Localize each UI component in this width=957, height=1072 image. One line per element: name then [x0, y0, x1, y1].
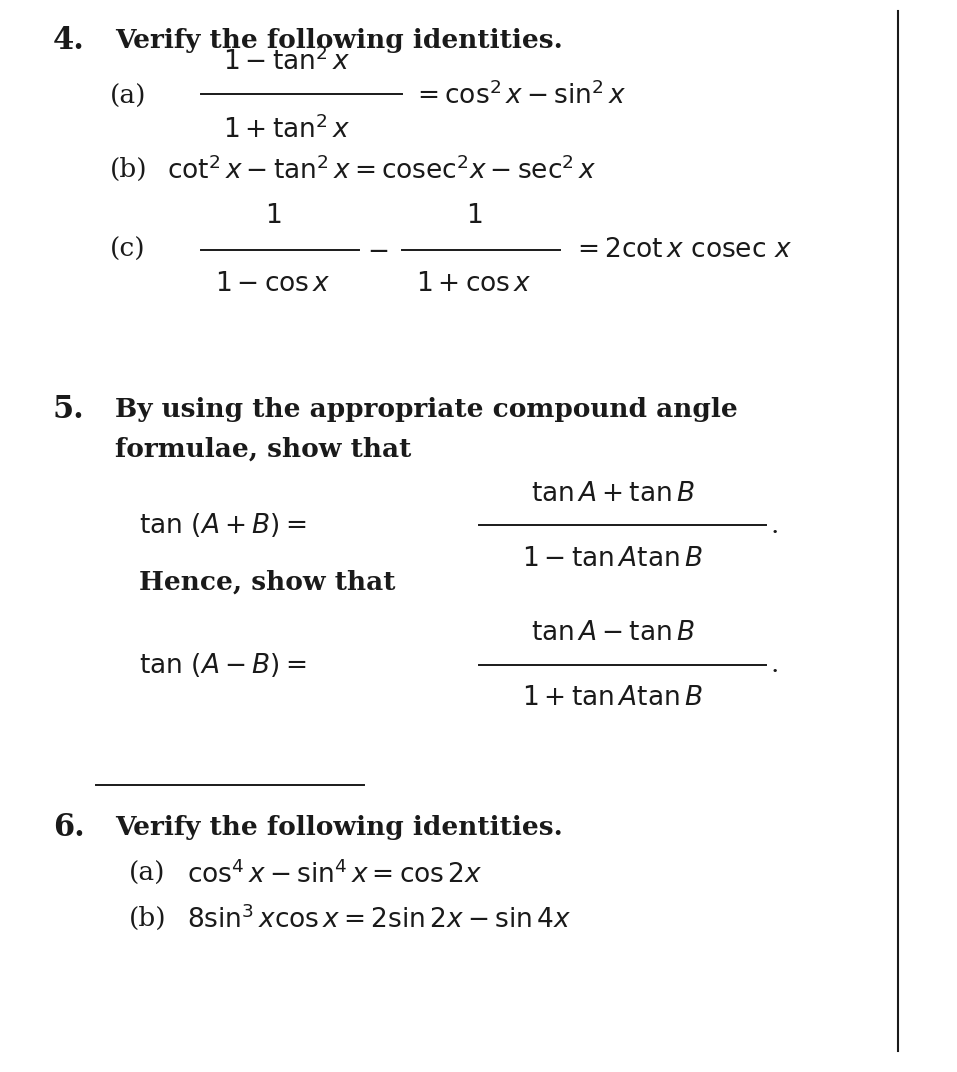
Text: $1 - \tan^2 x$: $1 - \tan^2 x$: [224, 46, 350, 75]
Text: .: .: [770, 652, 779, 678]
Text: $1 + \cos x$: $1 + \cos x$: [416, 271, 531, 296]
Text: Verify the following identities.: Verify the following identities.: [115, 28, 563, 54]
Text: $1$: $1$: [465, 204, 482, 228]
Text: 6.: 6.: [53, 813, 84, 843]
Text: .: .: [770, 512, 779, 538]
Text: (b): (b): [110, 157, 147, 182]
Text: $1 - \cos x$: $1 - \cos x$: [215, 271, 330, 296]
Text: $1$: $1$: [264, 204, 281, 228]
Text: $\tan A + \tan B$: $\tan A + \tan B$: [530, 481, 695, 506]
Text: (c): (c): [110, 237, 145, 263]
Text: $-$: $-$: [367, 237, 389, 263]
Text: $\tan\,(A + B) =$: $\tan\,(A + B) =$: [139, 511, 306, 539]
Text: 5.: 5.: [53, 394, 84, 425]
Text: $1 - \tan A\tan B$: $1 - \tan A\tan B$: [523, 546, 702, 570]
Text: $1 + \tan^2 x$: $1 + \tan^2 x$: [224, 115, 350, 144]
Text: Hence, show that: Hence, show that: [139, 569, 395, 595]
Text: (a): (a): [129, 861, 166, 887]
Text: $= \cos^2 x - \sin^2 x$: $= \cos^2 x - \sin^2 x$: [412, 80, 626, 108]
Text: formulae, show that: formulae, show that: [115, 436, 412, 462]
Text: Verify the following identities.: Verify the following identities.: [115, 815, 563, 840]
Text: (b): (b): [129, 906, 167, 932]
Text: By using the appropriate compound angle: By using the appropriate compound angle: [115, 397, 738, 422]
Text: (a): (a): [110, 84, 146, 109]
Text: 4.: 4.: [53, 26, 84, 56]
Text: $\cot^2 x - \tan^2 x = \mathrm{cosec}^2 x - \sec^2 x$: $\cot^2 x - \tan^2 x = \mathrm{cosec}^2 …: [167, 155, 597, 183]
Text: $= 2\cot x\ \mathrm{cosec}\ x$: $= 2\cot x\ \mathrm{cosec}\ x$: [572, 237, 792, 263]
Text: $\tan A - \tan B$: $\tan A - \tan B$: [530, 621, 695, 645]
Text: $\tan\,(A - B) =$: $\tan\,(A - B) =$: [139, 651, 306, 679]
Text: $8\sin^3 x\cos x = 2\sin 2x - \sin 4x$: $8\sin^3 x\cos x = 2\sin 2x - \sin 4x$: [187, 905, 570, 933]
Text: $1 + \tan A\tan B$: $1 + \tan A\tan B$: [523, 685, 702, 710]
Text: $\cos^4 x - \sin^4 x = \cos 2x$: $\cos^4 x - \sin^4 x = \cos 2x$: [187, 860, 482, 888]
